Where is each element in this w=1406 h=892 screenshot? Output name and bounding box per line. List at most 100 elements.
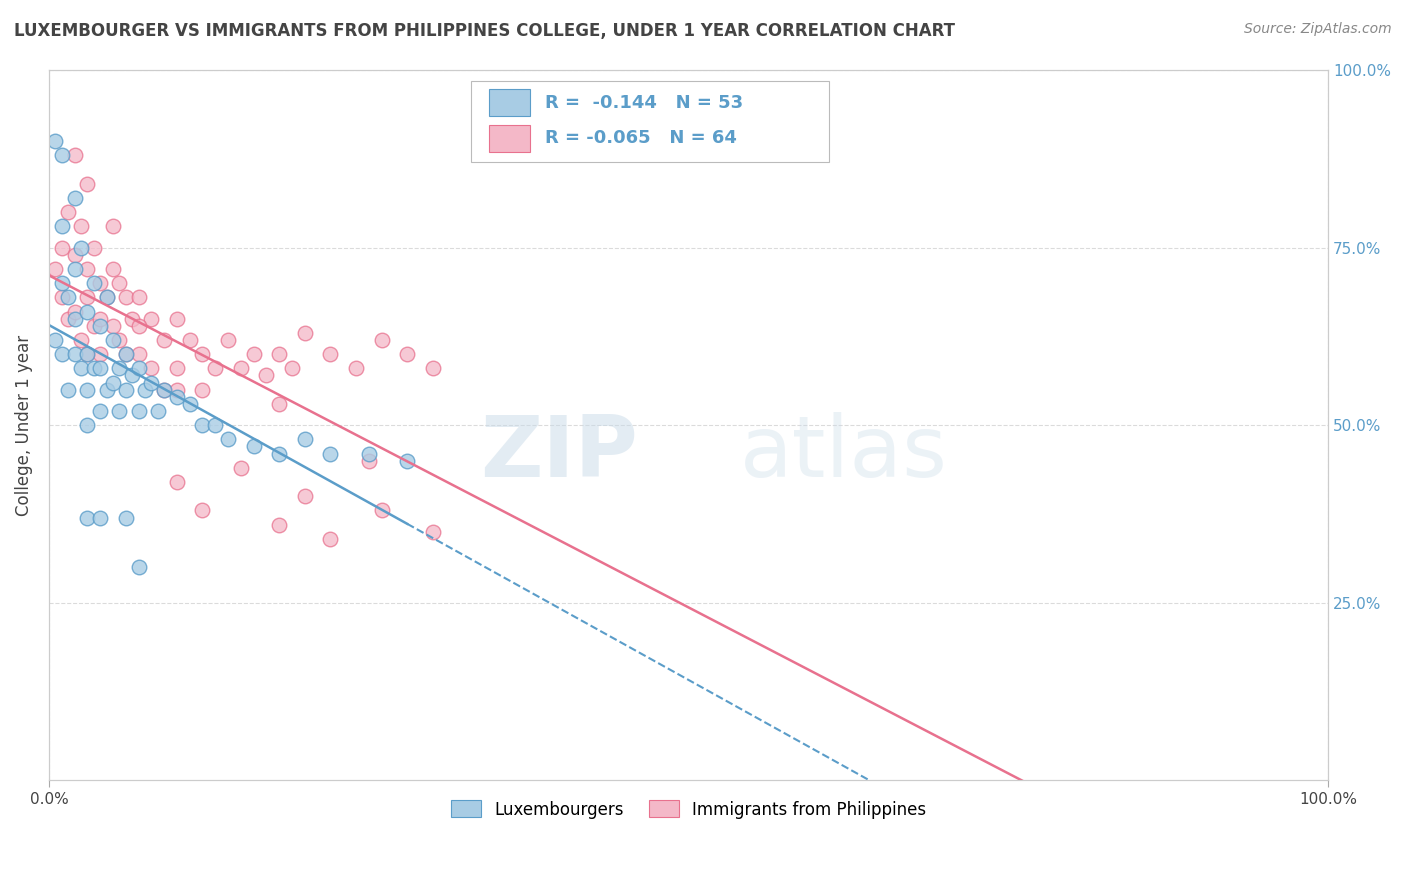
Point — [89, 404, 111, 418]
Point — [134, 383, 156, 397]
Point — [89, 347, 111, 361]
Point — [108, 276, 131, 290]
Point — [56, 205, 79, 219]
Point — [114, 347, 136, 361]
Text: atlas: atlas — [740, 412, 948, 495]
Point — [166, 311, 188, 326]
Text: R =  -0.144   N = 53: R = -0.144 N = 53 — [546, 94, 744, 112]
Point — [217, 433, 239, 447]
Point — [128, 347, 150, 361]
Point — [121, 368, 143, 383]
Point — [108, 361, 131, 376]
Point — [51, 148, 73, 162]
Text: R = -0.065   N = 64: R = -0.065 N = 64 — [546, 129, 737, 147]
Point — [76, 510, 98, 524]
Point — [153, 333, 176, 347]
Point — [63, 347, 86, 361]
Point — [51, 241, 73, 255]
Point — [83, 318, 105, 333]
Point — [76, 177, 98, 191]
Point — [319, 447, 342, 461]
Point — [89, 276, 111, 290]
Point — [128, 290, 150, 304]
Point — [114, 383, 136, 397]
Point — [63, 248, 86, 262]
Point — [63, 261, 86, 276]
Point — [217, 333, 239, 347]
Point — [51, 347, 73, 361]
Point — [44, 261, 66, 276]
Point — [44, 333, 66, 347]
Point — [242, 440, 264, 454]
Point — [114, 347, 136, 361]
Point — [76, 418, 98, 433]
Point — [108, 404, 131, 418]
Point — [128, 361, 150, 376]
Point — [76, 347, 98, 361]
Point — [294, 326, 316, 340]
Point — [63, 304, 86, 318]
Point — [141, 376, 163, 390]
Point — [128, 560, 150, 574]
Point — [70, 333, 93, 347]
Legend: Luxembourgers, Immigrants from Philippines: Luxembourgers, Immigrants from Philippin… — [444, 794, 932, 825]
Point — [96, 290, 118, 304]
Point — [108, 333, 131, 347]
Point — [204, 418, 226, 433]
Point — [319, 347, 342, 361]
Point — [114, 510, 136, 524]
Point — [204, 361, 226, 376]
Point — [166, 390, 188, 404]
Point — [191, 383, 214, 397]
Point — [269, 397, 291, 411]
Point — [191, 503, 214, 517]
Point — [396, 453, 419, 467]
Point — [357, 447, 380, 461]
Point — [51, 219, 73, 234]
Point — [56, 290, 79, 304]
Point — [146, 404, 169, 418]
Point — [422, 524, 444, 539]
Point — [89, 311, 111, 326]
Y-axis label: College, Under 1 year: College, Under 1 year — [15, 334, 32, 516]
FancyBboxPatch shape — [471, 80, 830, 162]
Point — [128, 404, 150, 418]
Point — [179, 333, 201, 347]
Point — [101, 333, 124, 347]
Point — [70, 361, 93, 376]
Point — [319, 532, 342, 546]
Point — [83, 361, 105, 376]
Point — [76, 290, 98, 304]
Point — [141, 361, 163, 376]
Point — [153, 383, 176, 397]
Point — [83, 276, 105, 290]
Point — [269, 347, 291, 361]
Point — [76, 347, 98, 361]
Point — [229, 460, 252, 475]
Point — [422, 361, 444, 376]
FancyBboxPatch shape — [489, 89, 530, 116]
Point — [96, 383, 118, 397]
Point — [63, 311, 86, 326]
Point — [101, 376, 124, 390]
Point — [269, 517, 291, 532]
FancyBboxPatch shape — [489, 125, 530, 152]
Point — [76, 261, 98, 276]
Point — [254, 368, 277, 383]
Point — [83, 241, 105, 255]
Point — [179, 397, 201, 411]
Point — [76, 304, 98, 318]
Text: Source: ZipAtlas.com: Source: ZipAtlas.com — [1244, 22, 1392, 37]
Point — [96, 290, 118, 304]
Point — [242, 347, 264, 361]
Point — [56, 383, 79, 397]
Point — [269, 447, 291, 461]
Point — [56, 311, 79, 326]
Point — [101, 261, 124, 276]
Point — [396, 347, 419, 361]
Point — [281, 361, 304, 376]
Point — [70, 241, 93, 255]
Point — [166, 475, 188, 489]
Point — [89, 361, 111, 376]
Point — [51, 276, 73, 290]
